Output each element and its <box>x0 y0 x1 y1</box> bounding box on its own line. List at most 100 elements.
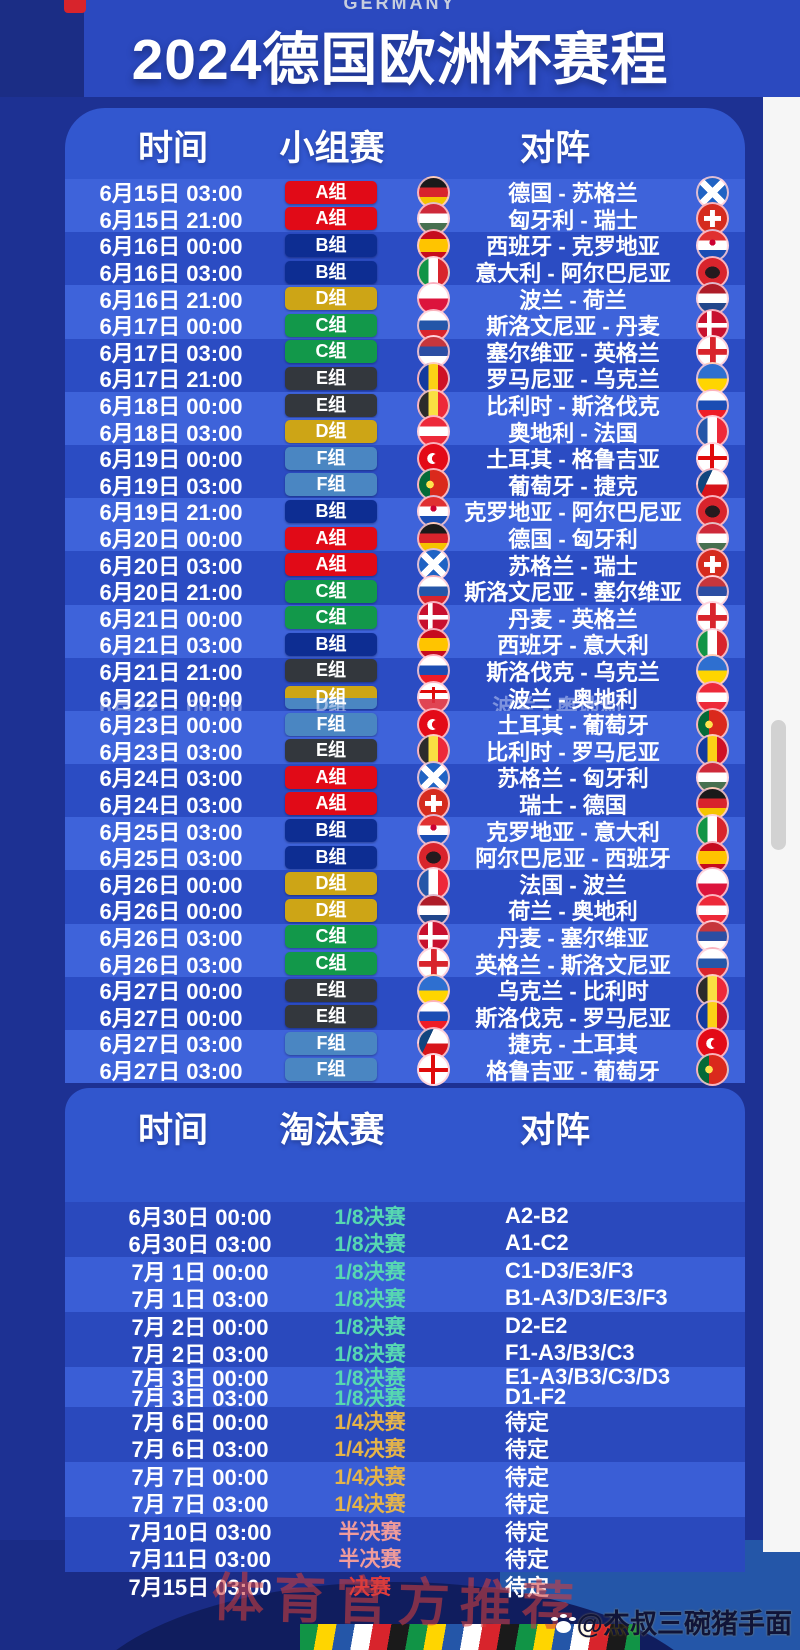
knockout-result: E1-A3/B3/C3/D3 <box>505 1364 671 1389</box>
match-time: 6月23日 00:00 <box>99 713 243 739</box>
match-time: 6月26日 03:00 <box>99 952 243 978</box>
matchup-cell: 捷克 - 土耳其 <box>377 1026 745 1060</box>
matchup-cell: 丹麦 - 英格兰 <box>377 601 745 635</box>
group-badge: B组 <box>285 845 377 869</box>
knockout-stage: 1/8决赛 <box>334 1387 406 1410</box>
knockout-stage: 半决赛 <box>338 1548 402 1572</box>
matchup-cell: 德国 - 苏格兰 <box>377 175 745 209</box>
group-badge: C组 <box>285 925 377 949</box>
away-flag-icon <box>696 308 729 342</box>
away-flag-icon <box>696 1053 729 1087</box>
knockout-time: 7月 6日 00:00 <box>131 1409 269 1435</box>
knockout-row: 7月 3日 03:00 1/8决赛 D1-F2 <box>65 1384 745 1411</box>
group-badge: E组 <box>285 739 377 763</box>
group-badge: B组 <box>285 233 377 257</box>
knockout-row: 7月15日 03:00 决赛 待定 <box>65 1572 745 1600</box>
match-row: 6月17日 03:00 C组 塞尔维亚 - 英格兰 <box>65 335 745 369</box>
knockout-row: 7月 2日 00:00 1/8决赛 D2-E2 <box>65 1312 745 1340</box>
knockout-stage: 1/8决赛 <box>334 1233 406 1257</box>
knockout-row: 7月10日 03:00 半决赛 待定 <box>65 1517 745 1545</box>
away-flag-icon <box>696 335 729 369</box>
knockout-row: 7月 1日 03:00 1/8决赛 B1-A3/D3/E3/F3 <box>65 1284 745 1312</box>
match-names: 格鲁吉亚 - 葡萄牙 <box>486 1058 660 1084</box>
knockout-result: 待定 <box>505 1464 550 1490</box>
match-time: 6月18日 00:00 <box>99 394 243 420</box>
knockout-result: D2-E2 <box>505 1312 568 1338</box>
scrollbar-thumb[interactable] <box>771 720 786 850</box>
group-badge: E组 <box>285 659 377 683</box>
away-flag-icon <box>696 1026 729 1060</box>
knockout-time: 7月 7日 03:00 <box>131 1492 269 1518</box>
match-names: 荷兰 - 奥地利 <box>508 899 638 925</box>
knockout-time: 7月 3日 00:00 <box>131 1366 269 1391</box>
group-badge: C组 <box>285 313 377 337</box>
match-names: 土耳其 - 葡萄牙 <box>497 713 649 739</box>
group-badge: E组 <box>285 393 377 417</box>
match-names: 乌克兰 - 比利时 <box>497 979 649 1005</box>
match-time: 6月26日 00:00 <box>99 872 243 898</box>
match-row: 6月15日 21:00 A组 匈牙利 - 瑞士 <box>65 202 745 236</box>
match-time: 6月16日 21:00 <box>99 287 243 313</box>
knockout-stage: 1/8决赛 <box>334 1343 406 1367</box>
home-flag-icon <box>417 787 450 821</box>
match-row: 6月19日 03:00 F组 葡萄牙 - 捷克 <box>65 468 745 502</box>
knockout-row: 7月 7日 03:00 1/4决赛 待定 <box>65 1489 745 1518</box>
away-flag-icon <box>696 468 729 502</box>
knockout-result: B1-A3/D3/E3/F3 <box>505 1285 668 1311</box>
match-names: 罗马尼亚 - 乌克兰 <box>486 367 660 393</box>
matchup-cell: 塞尔维亚 - 英格兰 <box>377 335 745 369</box>
knockout-stage: 1/8决赛 <box>334 1367 406 1390</box>
germany-label: GERMANY <box>343 0 457 13</box>
group-header-time: 时间 <box>137 129 208 168</box>
page-title: 2024德国欧洲杯赛程 <box>131 28 669 92</box>
match-names: 斯洛伐克 - 乌克兰 <box>486 659 660 685</box>
match-row: 6月27日 03:00 F组 捷克 - 土耳其 <box>65 1026 745 1060</box>
group-badge: C组 <box>285 340 377 364</box>
match-time: 6月20日 21:00 <box>99 580 243 606</box>
match-names: 塞尔维亚 - 英格兰 <box>486 340 660 366</box>
match-row: 6月27日 00:00 E组 乌克兰 - 比利时 <box>65 973 745 1007</box>
match-names: 波兰 - 荷兰 <box>519 287 627 313</box>
knockout-stage: 决赛 <box>349 1575 391 1599</box>
match-names: 德国 - 匈牙利 <box>508 527 638 553</box>
match-time: 6月27日 03:00 <box>99 1032 243 1058</box>
bottom-decoration <box>0 1540 800 1650</box>
paw-icon <box>555 1620 571 1633</box>
group-badge: A组 <box>285 792 377 816</box>
knockout-time: 7月15日 03:00 <box>128 1574 272 1600</box>
matchup-cell: 英格兰 - 斯洛文尼亚 <box>377 947 745 981</box>
match-row: 6月16日 00:00 B组 西班牙 - 克罗地亚 <box>65 228 745 262</box>
match-row: 6月24日 03:00 A组 苏格兰 - 匈牙利 <box>65 760 745 794</box>
match-time: 6月22日 00:00 <box>99 686 243 712</box>
knockout-result: 待定 <box>505 1437 550 1463</box>
group-badge: F组 <box>285 473 377 497</box>
match-time: 6月18日 03:00 <box>99 420 243 446</box>
match-time: 6月21日 00:00 <box>99 606 243 632</box>
header-corner-patch <box>0 0 84 97</box>
knockout-stage: 1/4决赛 <box>334 1465 406 1489</box>
group-badge: F组 <box>285 446 377 470</box>
match-time: 6月20日 03:00 <box>99 553 243 579</box>
matchup-cell: 德国 - 匈牙利 <box>377 521 745 555</box>
matchup-cell: 比利时 - 罗马尼亚 <box>377 734 745 768</box>
away-flag-icon <box>696 601 729 635</box>
group-badge: C组 <box>285 952 377 976</box>
matchup-cell: 葡萄牙 - 捷克 <box>377 468 745 502</box>
byline-text: @杰叔三碗猪手面 <box>576 1609 792 1639</box>
match-row: 6月24日 03:00 A组 瑞士 - 德国 <box>65 787 745 821</box>
home-flag-icon <box>417 947 450 981</box>
group-badge: A组 <box>285 765 377 789</box>
match-time: 6月21日 21:00 <box>99 659 243 685</box>
match-row: 6月20日 03:00 A组 苏格兰 - 瑞士 <box>65 548 745 582</box>
match-time: 6月25日 03:00 <box>99 819 243 845</box>
match-time: 6月23日 03:00 <box>99 739 243 765</box>
knockout-time: 7月 2日 00:00 <box>131 1314 269 1340</box>
match-time: 6月27日 03:00 <box>99 1058 243 1084</box>
matchup-cell: 克罗地亚 - 意大利 <box>377 814 745 848</box>
match-time: 6月20日 00:00 <box>99 527 243 553</box>
watermark: 体育官方推荐 <box>211 1570 585 1637</box>
matchup-cell: 土耳其 - 格鲁吉亚 <box>377 441 745 475</box>
matchup-cell: 匈牙利 - 瑞士 <box>377 202 745 236</box>
knockout-time: 7月 1日 00:00 <box>131 1259 269 1285</box>
group-badge: A组 <box>285 526 377 550</box>
